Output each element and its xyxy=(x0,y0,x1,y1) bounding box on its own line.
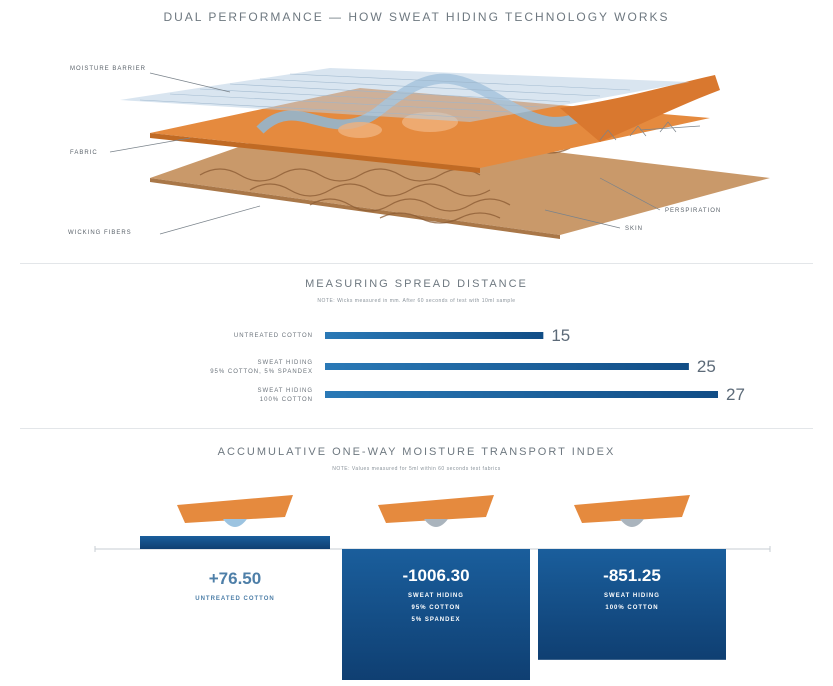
wicking-fibers-label: WICKING FIBERS xyxy=(68,230,132,236)
transport-value-label: -851.25 xyxy=(603,566,661,585)
transport-value-label: +76.50 xyxy=(209,569,261,588)
transport-title: ACCUMULATIVE ONE-WAY MOISTURE TRANSPORT … xyxy=(217,446,616,458)
spread-bar xyxy=(325,363,689,370)
transport-category-label: SWEAT HIDING xyxy=(408,593,464,599)
leader-lines xyxy=(109,72,701,235)
spread-note: NOTE: Wicks measured in mm. After 60 sec… xyxy=(317,298,516,304)
transport-bar xyxy=(538,549,726,660)
skin-layer-edge xyxy=(150,178,560,239)
spread-category-label: UNTREATED COTTON xyxy=(234,333,313,339)
transport-bar xyxy=(342,549,530,680)
droplet-shape xyxy=(338,122,382,138)
fabric-layer-edge xyxy=(150,133,480,173)
droplet-icon xyxy=(620,519,644,527)
transport-category-label: 95% COTTON xyxy=(412,605,461,611)
moisture-barrier-label: MOISTURE BARRIER xyxy=(70,66,147,72)
transport-value-label: -1006.30 xyxy=(402,566,469,585)
spread-category-label: 100% COTTON xyxy=(260,397,313,403)
spread-bar xyxy=(325,391,718,398)
fabric-label: FABRIC xyxy=(70,150,98,156)
spread-category-label: 95% COTTON, 5% SPANDEX xyxy=(210,369,313,375)
transport-category-label: SWEAT HIDING xyxy=(604,593,660,599)
transport-category-label: UNTREATED COTTON xyxy=(195,596,274,602)
fabric-sample-icon xyxy=(378,495,494,523)
fabric-sample-icon xyxy=(574,495,690,523)
skin-label: SKIN xyxy=(625,226,644,232)
fabric-sample-icon xyxy=(177,495,293,523)
fabric-flap xyxy=(560,75,720,142)
transport-note: NOTE: Values measured for 5ml within 60 … xyxy=(332,466,501,472)
perspiration-arrows xyxy=(599,121,677,141)
droplet-icon xyxy=(223,519,247,527)
perspiration-label: PERSPIRATION xyxy=(665,208,722,214)
spread-title: MEASURING SPREAD DISTANCE xyxy=(305,278,528,290)
transport-bar xyxy=(140,536,330,549)
droplet-icon xyxy=(424,519,448,527)
spread-category-label: SWEAT HIDING xyxy=(258,360,313,366)
spread-category-label: SWEAT HIDING xyxy=(258,388,313,394)
spread-bar xyxy=(325,332,544,339)
section-divider xyxy=(20,263,813,264)
section-divider xyxy=(20,428,813,429)
moisture-barrier-layer xyxy=(120,68,690,122)
transport-category-label: 100% COTTON xyxy=(605,605,658,611)
layer-diagram xyxy=(109,68,770,239)
diagram-title: DUAL PERFORMANCE — HOW SWEAT HIDING TECH… xyxy=(163,10,670,24)
moisture-barrier-lines xyxy=(139,73,631,119)
spread-value-label: 27 xyxy=(726,385,745,404)
spread-value-label: 25 xyxy=(697,357,716,376)
spread-value-label: 15 xyxy=(551,326,570,345)
transport-category-label: 5% SPANDEX xyxy=(412,617,461,623)
